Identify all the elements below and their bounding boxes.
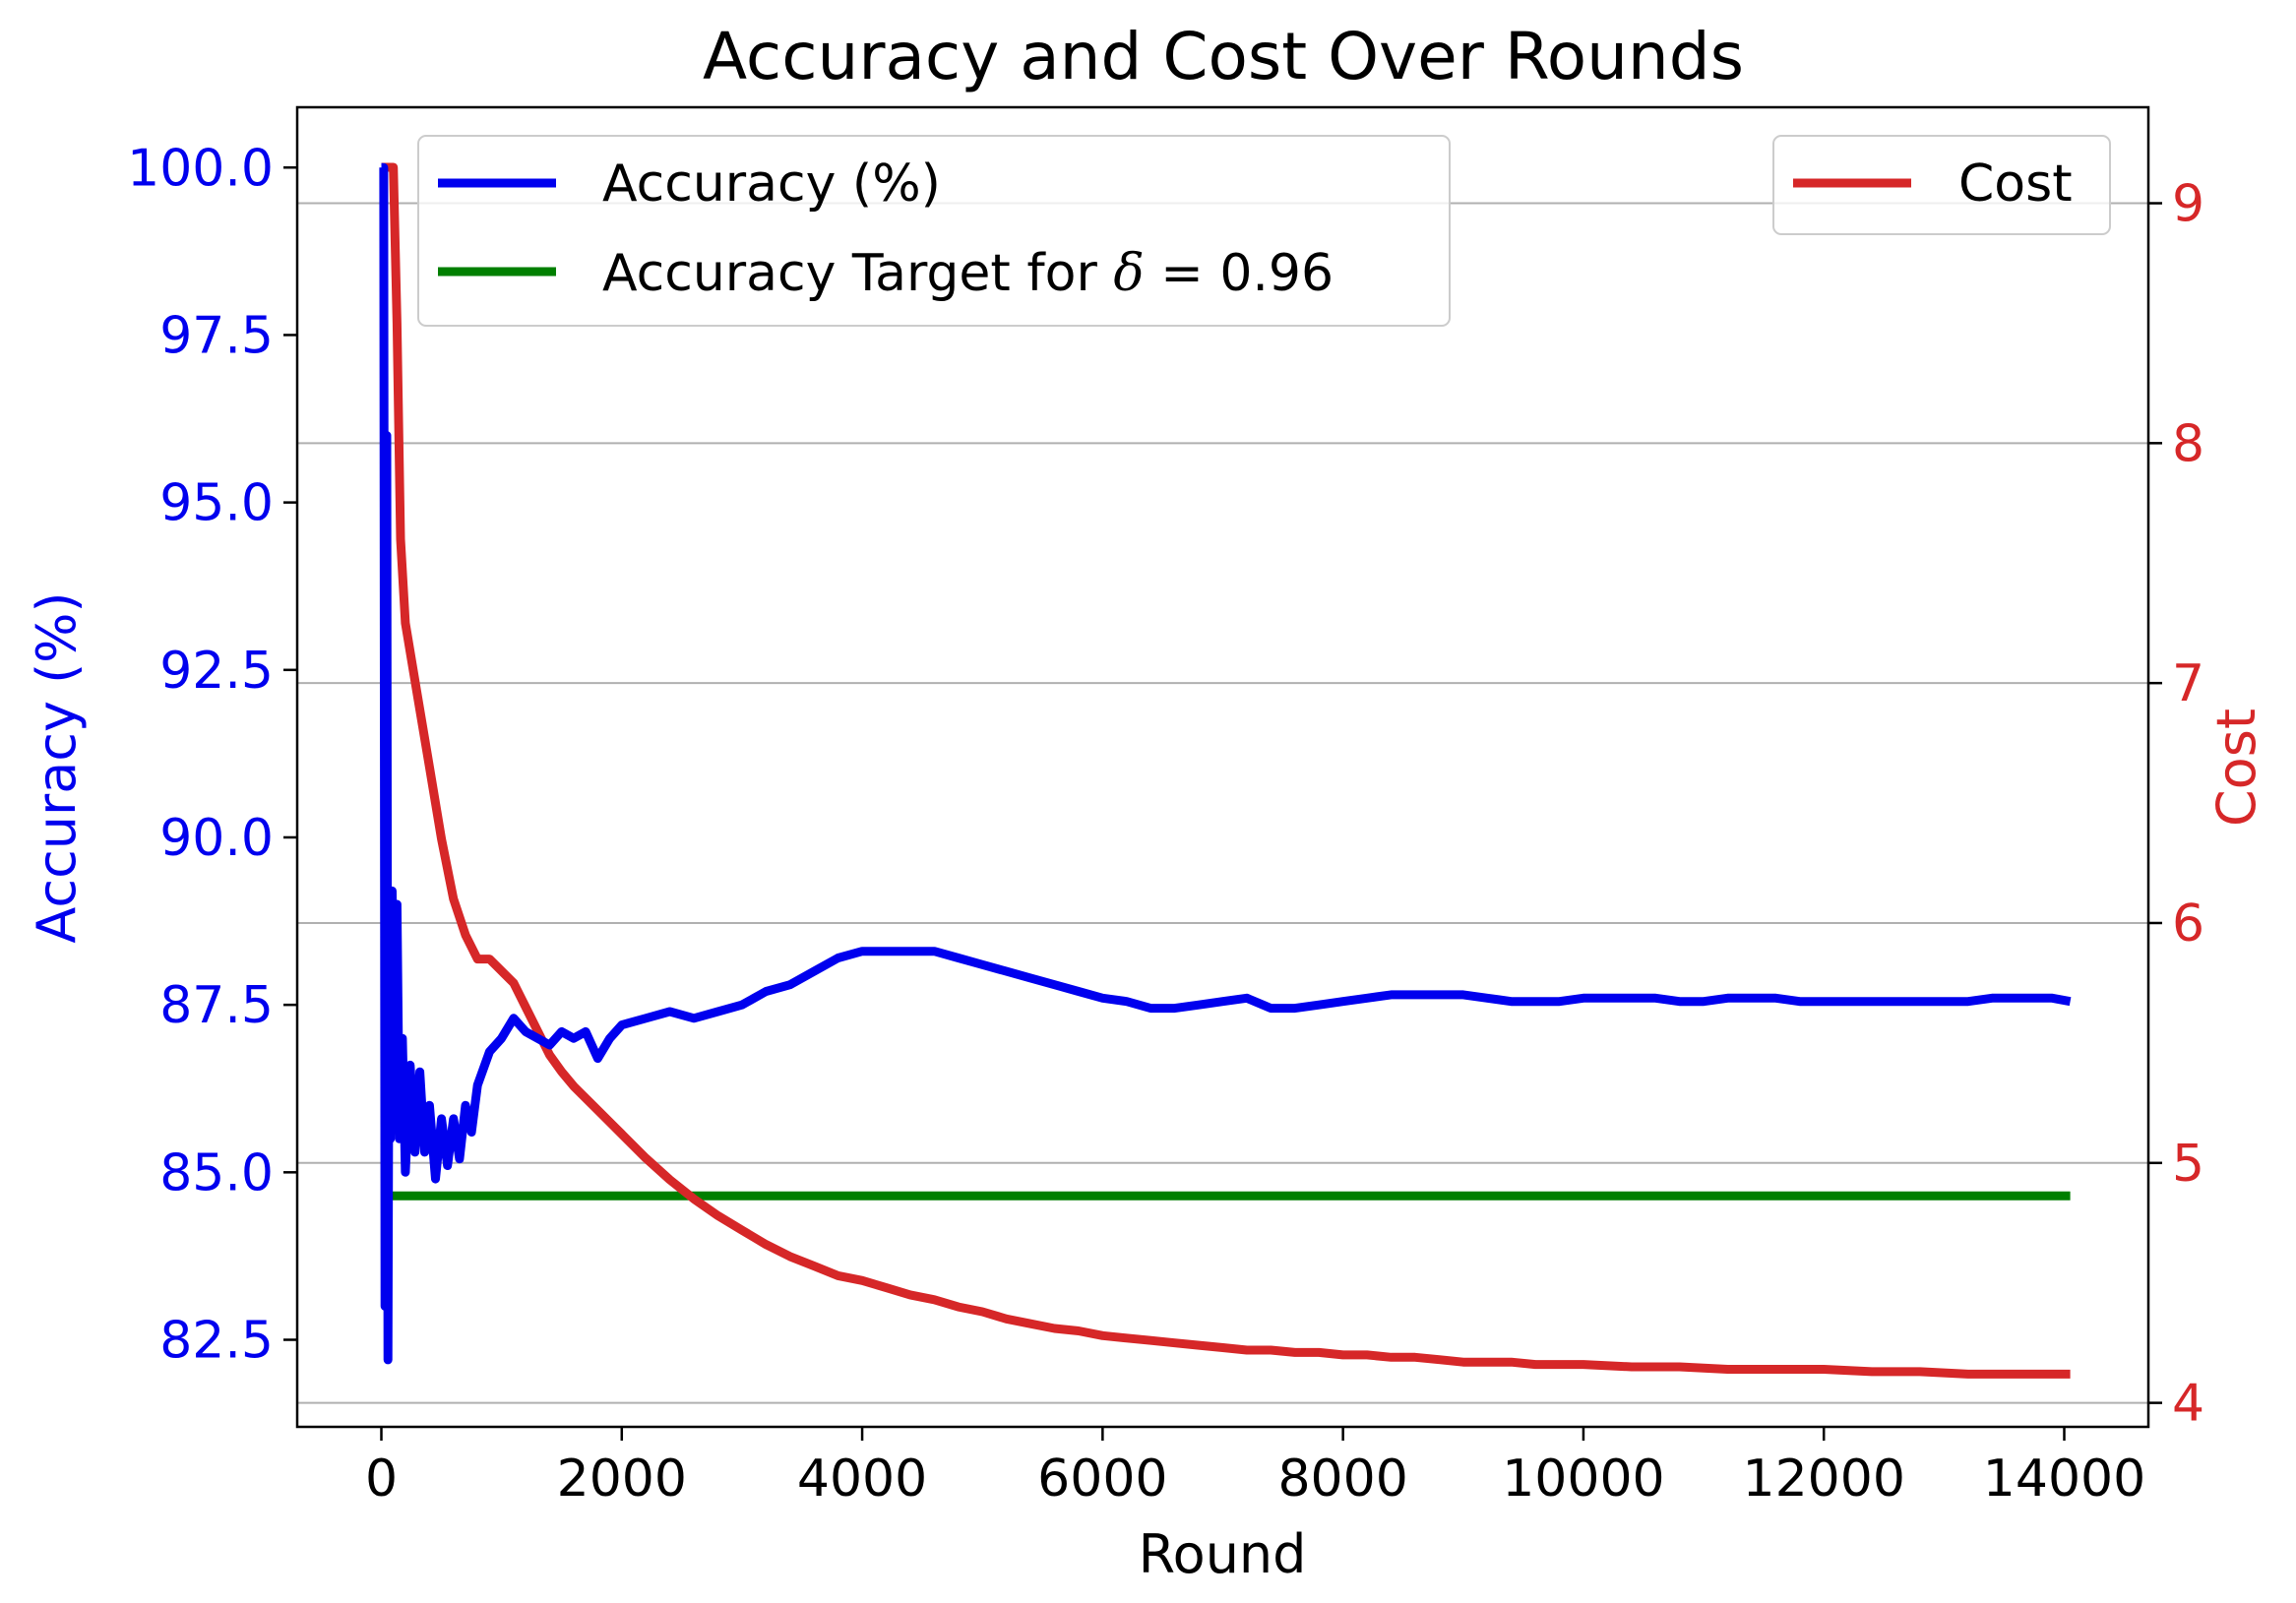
legend-left: Accuracy (%) Accuracy Target for δ = 0.9… bbox=[417, 135, 1451, 327]
right-y-tick-label-1: 5 bbox=[2172, 1135, 2204, 1194]
plot-frame bbox=[295, 105, 2150, 1429]
legend-right-frame bbox=[1772, 135, 2111, 235]
x-axis-ticks: 0 2000 4000 6000 8000 10000 12000 14000 bbox=[365, 1427, 2145, 1509]
left-y-tick-label-6: 97.5 bbox=[159, 306, 274, 365]
left-y-tick-label-2: 87.5 bbox=[159, 976, 274, 1035]
left-y-tick-label-3: 90.0 bbox=[159, 809, 274, 868]
x-axis-label: Round bbox=[1139, 1523, 1307, 1585]
left-y-axis-ticks: 82.5 85.0 87.5 90.0 92.5 95.0 97.5 100.0 bbox=[127, 139, 297, 1371]
x-tick-label-3: 6000 bbox=[1037, 1449, 1167, 1509]
left-y-tick-label-1: 85.0 bbox=[159, 1143, 274, 1202]
left-y-axis-label: Accuracy (%) bbox=[26, 591, 88, 943]
left-y-tick-label-0: 82.5 bbox=[159, 1312, 274, 1371]
legend-left-frame bbox=[417, 135, 1451, 327]
x-tick-label-0: 0 bbox=[365, 1449, 398, 1509]
x-tick-label-5: 10000 bbox=[1502, 1449, 1664, 1509]
right-y-tick-label-2: 6 bbox=[2172, 894, 2204, 954]
legend-accuracy-label: Accuracy (%) bbox=[602, 154, 941, 214]
legend-right: Cost bbox=[1772, 135, 2111, 235]
x-tick-label-6: 12000 bbox=[1743, 1449, 1905, 1509]
x-tick-label-4: 8000 bbox=[1277, 1449, 1407, 1509]
right-y-tick-label-4: 8 bbox=[2172, 414, 2204, 473]
left-y-tick-label-7: 100.0 bbox=[127, 139, 274, 198]
x-tick-label-2: 4000 bbox=[797, 1449, 927, 1509]
right-y-axis-ticks: 4 5 6 7 8 9 bbox=[2148, 175, 2204, 1434]
legend-cost-label: Cost bbox=[1958, 154, 2073, 214]
legend-target-label: Accuracy Target for δ = 0.96 bbox=[602, 244, 1334, 303]
series-accuracy-line bbox=[379, 162, 2072, 1365]
legend-target-label-prefix: Accuracy Target for bbox=[602, 244, 1113, 303]
left-y-tick-label-4: 92.5 bbox=[159, 642, 274, 701]
series-cost-line bbox=[381, 162, 2071, 1379]
legend-target-label-suffix: = 0.96 bbox=[1145, 244, 1334, 303]
right-y-axis-label: Cost bbox=[2205, 709, 2267, 827]
x-tick-label-7: 14000 bbox=[1983, 1449, 2145, 1509]
right-y-tick-label-0: 4 bbox=[2172, 1375, 2204, 1434]
series-layer bbox=[379, 162, 2072, 1379]
x-tick-label-1: 2000 bbox=[557, 1449, 687, 1509]
chart-title: Accuracy and Cost Over Rounds bbox=[703, 19, 1744, 94]
legend-target-label-symbol: δ bbox=[1113, 244, 1144, 303]
right-y-tick-label-5: 9 bbox=[2172, 175, 2204, 234]
left-y-tick-label-5: 95.0 bbox=[159, 474, 274, 533]
right-y-tick-label-3: 7 bbox=[2172, 654, 2204, 713]
